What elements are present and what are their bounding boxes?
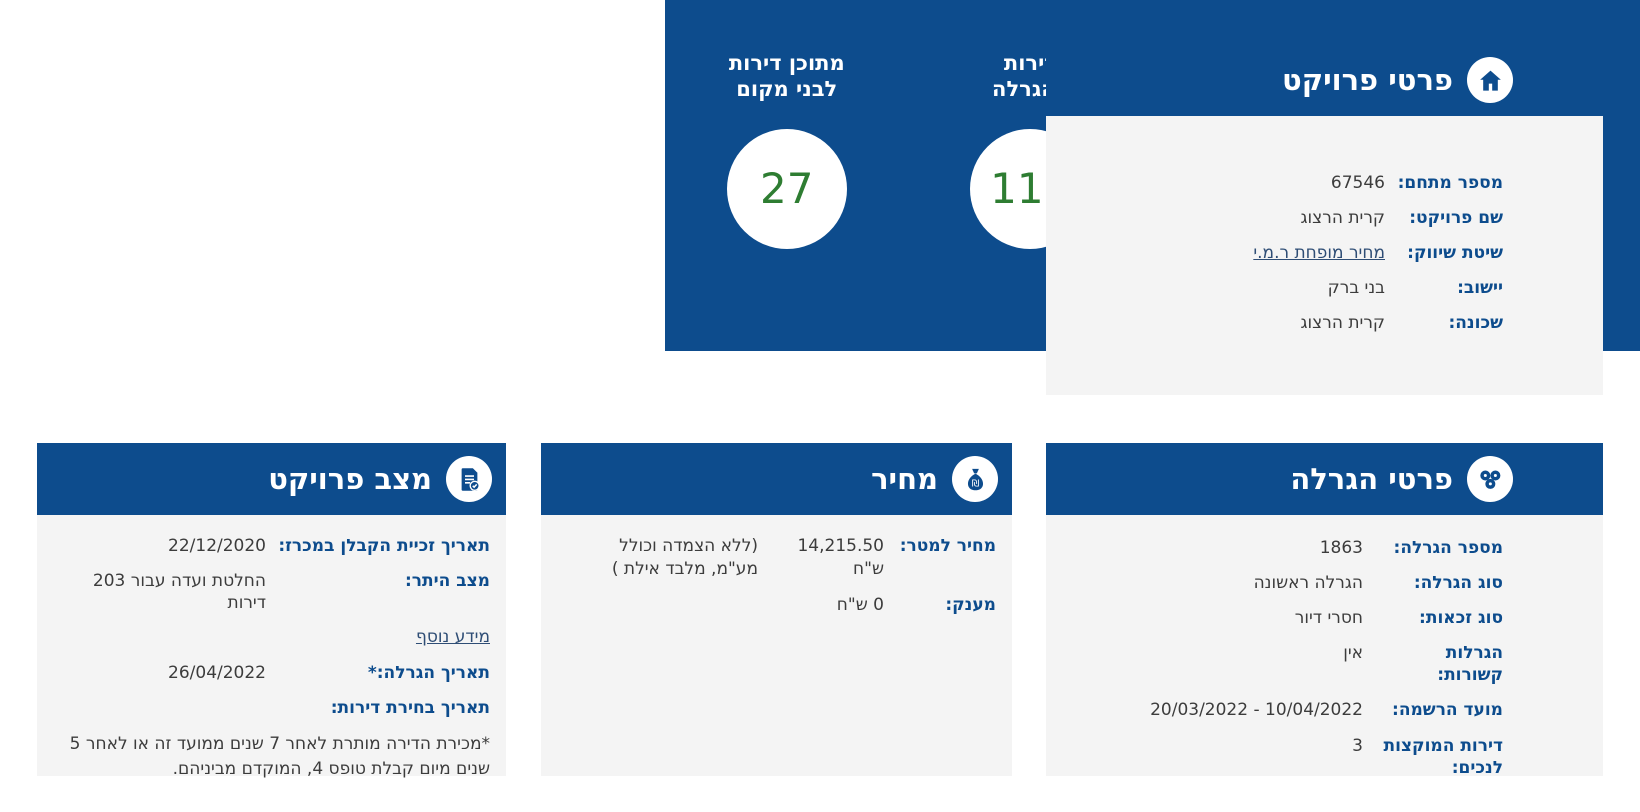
project-details-body: מספר מתחם: 67546 שם פרויקט: קרית הרצוג ש… — [1046, 116, 1603, 395]
row-lottery-date: תאריך הגרלה:* 26/04/2022 — [57, 662, 490, 684]
row-price-per-meter: מחיר למטר: 14,215.50 ש"ח (ללא הצמדה וכול… — [561, 535, 996, 581]
project-details-card: פרטי פרויקט מספר מתחם: 67546 שם פרויקט: … — [1046, 44, 1603, 395]
stat-label: מתוכן דירות לבני מקום — [728, 51, 845, 102]
row-label: מענק: — [945, 594, 996, 615]
row-label: תאריך בחירת דירות: — [330, 698, 490, 719]
row-apartment-selection-date: תאריך בחירת דירות: — [57, 697, 490, 719]
row-value: 1863 — [1319, 538, 1363, 558]
row-label: יישוב: — [1457, 278, 1503, 299]
row-value: מחיר מופחת ר.מ.י — [1076, 242, 1385, 264]
stat-circle: 27 — [726, 128, 847, 249]
row-value: חסרי דיור — [1294, 608, 1363, 629]
row-lottery-type: סוג הגרלה: הגרלה ראשונה — [1076, 572, 1503, 594]
row-label: מועד הרשמה: — [1392, 700, 1503, 721]
row-lottery-number: מספר הגרלה: 1863 — [1076, 537, 1503, 559]
lottery-details-body: מספר הגרלה: 1863 סוג הגרלה: הגרלה ראשונה… — [1046, 515, 1603, 779]
price-note: (ללא הצמדה וכולל מע"מ, מלבד אילת ) — [611, 536, 758, 579]
row-disabled-allocated: דירות המוקצות לנכים: 3 — [1076, 735, 1503, 779]
row-label: שכונה: — [1448, 313, 1503, 334]
project-details-header: פרטי פרויקט — [1046, 44, 1603, 116]
row-registration-period: מועד הרשמה: 10/04/2022 - 20/03/2022 — [1076, 699, 1503, 721]
row-label: שם פרויקט: — [1409, 208, 1503, 229]
row-value: הגרלה ראשונה — [1253, 573, 1363, 594]
grant-value: 0 ש"ח — [836, 594, 884, 615]
svg-text:₪: ₪ — [971, 478, 979, 489]
home-icon — [1467, 57, 1513, 103]
row-label: הגרלות קשורות: — [1437, 643, 1503, 686]
price-per-meter-value: 14,215.50 ש"ח — [797, 536, 884, 579]
row-value: אין — [1343, 643, 1363, 664]
row-site-number: מספר מתחם: 67546 — [1076, 172, 1503, 194]
row-value: 3 — [1352, 735, 1363, 756]
price-card: ₪ מחיר מחיר למטר: 14,215.50 ש"ח (ללא הצמ… — [541, 443, 1012, 776]
row-label: שיטת שיווק: — [1407, 243, 1503, 264]
money-bag-icon: ₪ — [952, 456, 998, 502]
stat-value: 27 — [760, 164, 814, 213]
card-title: פרטי פרויקט — [1282, 63, 1453, 97]
row-more-info: מידע נוסף — [57, 627, 490, 647]
row-value: בני ברק — [1327, 278, 1385, 299]
row-label: סוג זכאות: — [1419, 608, 1503, 629]
row-value: 26/04/2022 — [168, 663, 266, 684]
row-label: תאריך הגרלה:* — [367, 663, 490, 684]
row-label: דירות המוקצות לנכים: — [1383, 735, 1503, 778]
project-status-header: מצב פרויקט — [37, 443, 506, 515]
row-value: 67546 — [1330, 173, 1385, 193]
row-label: מחיר למטר: — [899, 536, 996, 556]
row-label: סוג הגרלה: — [1413, 573, 1503, 594]
project-status-body: תאריך זכיית הקבלן במכרז: 22/12/2020 מצב … — [37, 515, 506, 779]
price-body: מחיר למטר: 14,215.50 ש"ח (ללא הצמדה וכול… — [541, 515, 1012, 776]
card-title: פרטי הגרלה — [1290, 462, 1453, 496]
lottery-balls-icon — [1467, 456, 1513, 502]
row-project-name: שם פרויקט: קרית הרצוג — [1076, 207, 1503, 229]
row-value: החלטת ועדה עבור 203 דירות — [92, 571, 266, 614]
row-label: מצב היתר: — [404, 571, 490, 592]
row-value: קרית הרצוג — [1300, 208, 1385, 229]
more-info-link[interactable]: מידע נוסף — [415, 627, 490, 648]
row-label: מספר מתחם: — [1397, 173, 1503, 193]
row-grant: מענק: 0 ש"ח — [561, 594, 996, 617]
lottery-details-header: פרטי הגרלה — [1046, 443, 1603, 515]
sale-restriction-footnote: *מכירת הדירה מותרת לאחר 7 שנים ממועד זה … — [69, 734, 490, 780]
project-status-card: מצב פרויקט תאריך זכיית הקבלן במכרז: 22/1… — [37, 443, 506, 779]
price-header: ₪ מחיר — [541, 443, 1012, 515]
lottery-details-card: פרטי הגרלה מספר הגרלה: 1863 סוג הגרלה: ה… — [1046, 443, 1603, 779]
row-value: 10/04/2022 - 20/03/2022 — [1150, 700, 1363, 721]
row-label: תאריך זכיית הקבלן במכרז: — [278, 536, 490, 556]
row-related-lotteries: הגרלות קשורות: אין — [1076, 642, 1503, 686]
row-permit-status: מצב היתר: החלטת ועדה עבור 203 דירות — [57, 570, 490, 614]
row-value: קרית הרצוג — [1300, 313, 1385, 334]
row-value — [57, 697, 266, 719]
document-check-icon — [446, 456, 492, 502]
card-title: מחיר — [871, 462, 938, 496]
row-value: 22/12/2020 — [168, 536, 266, 556]
row-neighborhood: שכונה: קרית הרצוג — [1076, 312, 1503, 334]
row-marketing-method: שיטת שיווק: מחיר מופחת ר.מ.י — [1076, 242, 1503, 264]
row-label: מספר הגרלה: — [1393, 538, 1503, 558]
row-eligibility-type: סוג זכאות: חסרי דיור — [1076, 607, 1503, 629]
card-title: מצב פרויקט — [268, 462, 432, 496]
row-contractor-win-date: תאריך זכיית הקבלן במכרז: 22/12/2020 — [57, 535, 490, 557]
stat-apartments-for-locals: מתוכן דירות לבני מקום 27 — [665, 50, 909, 249]
row-city: יישוב: בני ברק — [1076, 277, 1503, 299]
marketing-method-link[interactable]: מחיר מופחת ר.מ.י — [1253, 243, 1385, 264]
